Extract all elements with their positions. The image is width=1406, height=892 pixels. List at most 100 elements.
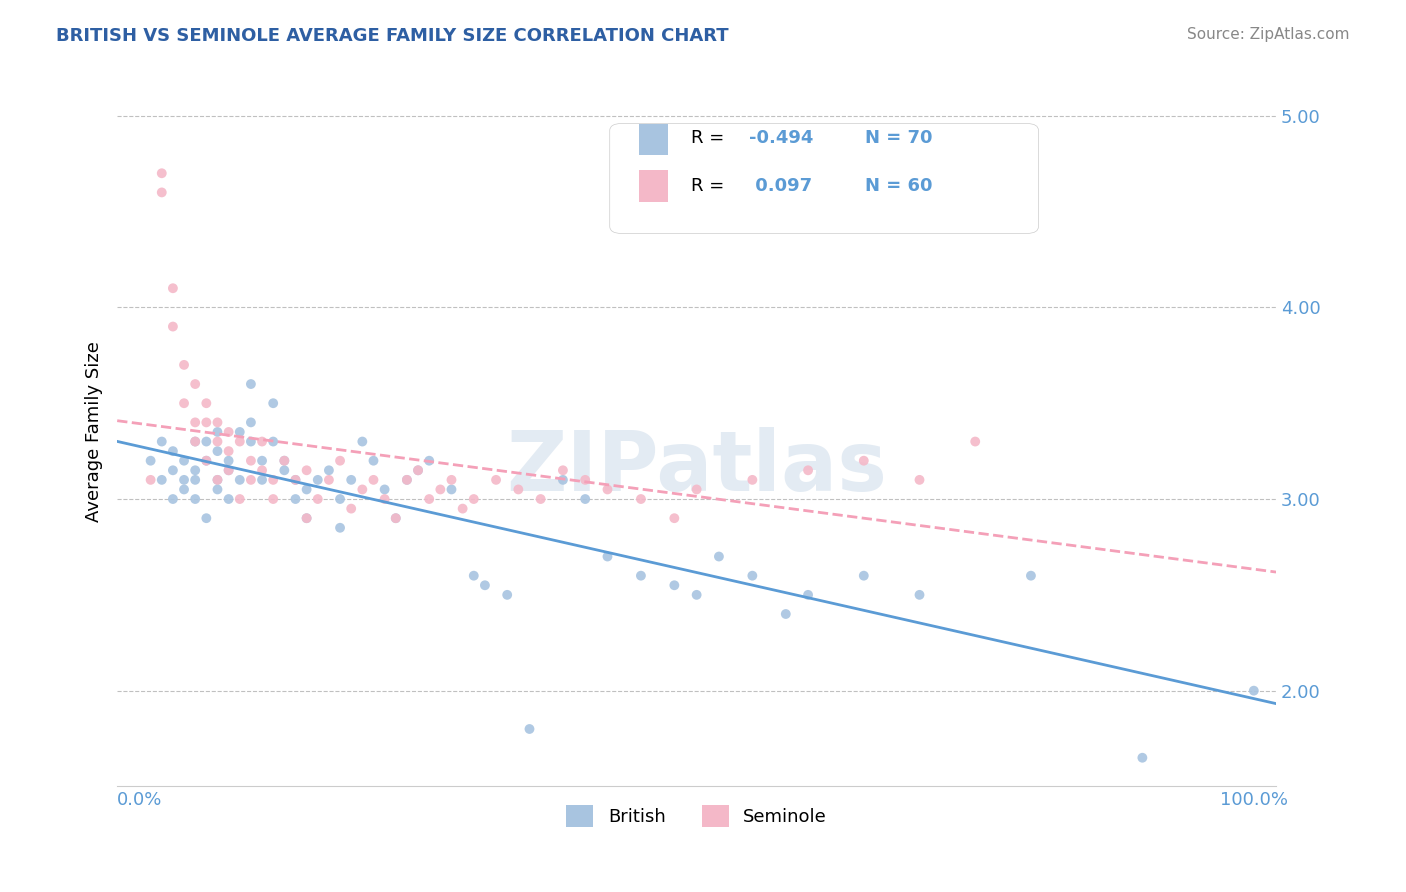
Point [1019, 568, 1042, 582]
Text: Source: ZipAtlas.com: Source: ZipAtlas.com [1187, 27, 1350, 42]
Point [685, 483, 707, 497]
Point [195, 453, 218, 467]
Point [184, 377, 207, 392]
Point [852, 453, 875, 467]
Point [329, 521, 352, 535]
Y-axis label: Average Family Size: Average Family Size [86, 342, 103, 523]
Point [150, 166, 173, 180]
Point [184, 473, 207, 487]
Point [474, 578, 496, 592]
Point [229, 425, 252, 439]
Point [284, 473, 307, 487]
Point [775, 607, 797, 621]
Point [173, 473, 195, 487]
Point [295, 483, 318, 497]
Point [797, 463, 820, 477]
Point [551, 463, 574, 477]
FancyBboxPatch shape [638, 169, 668, 202]
Point [184, 416, 207, 430]
Point [262, 396, 284, 410]
Point [374, 483, 396, 497]
Point [508, 483, 530, 497]
Point [352, 434, 374, 449]
Point [284, 491, 307, 506]
Point [965, 434, 987, 449]
Point [250, 473, 273, 487]
Point [908, 473, 931, 487]
Point [218, 425, 240, 439]
Point [239, 453, 262, 467]
Point [184, 463, 207, 477]
Text: BRITISH VS SEMINOLE AVERAGE FAMILY SIZE CORRELATION CHART: BRITISH VS SEMINOLE AVERAGE FAMILY SIZE … [56, 27, 728, 45]
Point [162, 463, 184, 477]
Point [218, 463, 240, 477]
Point [207, 444, 229, 458]
Point [207, 483, 229, 497]
Point [207, 416, 229, 430]
Point [418, 453, 440, 467]
Point [195, 416, 218, 430]
Point [1130, 750, 1153, 764]
Point [574, 491, 596, 506]
Point [395, 473, 418, 487]
Point [318, 463, 340, 477]
Point [239, 473, 262, 487]
Point [530, 491, 553, 506]
Point [195, 511, 218, 525]
Point [150, 434, 173, 449]
Text: N = 60: N = 60 [865, 177, 932, 195]
Point [284, 473, 307, 487]
Point [630, 568, 652, 582]
Point [250, 463, 273, 477]
Point [250, 434, 273, 449]
Point [184, 491, 207, 506]
Point [664, 578, 686, 592]
FancyBboxPatch shape [610, 123, 1039, 234]
Point [195, 434, 218, 449]
Point [630, 491, 652, 506]
Point [596, 549, 619, 564]
Point [406, 463, 429, 477]
Text: 0.097: 0.097 [749, 177, 811, 195]
Point [551, 473, 574, 487]
Text: R =: R = [690, 128, 730, 146]
Point [173, 453, 195, 467]
Point [239, 434, 262, 449]
Text: N = 70: N = 70 [865, 128, 932, 146]
Point [295, 511, 318, 525]
Point [451, 501, 474, 516]
Point [229, 434, 252, 449]
Point [184, 434, 207, 449]
Point [440, 473, 463, 487]
Point [496, 588, 519, 602]
Point [463, 568, 485, 582]
Point [318, 473, 340, 487]
Point [162, 444, 184, 458]
Point [250, 453, 273, 467]
Point [239, 377, 262, 392]
Point [908, 588, 931, 602]
Point [664, 511, 686, 525]
Point [363, 453, 385, 467]
Point [741, 568, 763, 582]
Point [195, 453, 218, 467]
Point [173, 358, 195, 372]
Text: R =: R = [690, 177, 730, 195]
Point [429, 483, 451, 497]
Point [207, 473, 229, 487]
Point [229, 491, 252, 506]
Point [340, 473, 363, 487]
Point [218, 463, 240, 477]
Point [307, 473, 329, 487]
Point [519, 722, 541, 736]
Point [463, 491, 485, 506]
Point [273, 463, 295, 477]
Point [229, 473, 252, 487]
Point [184, 434, 207, 449]
Point [384, 511, 406, 525]
Point [485, 473, 508, 487]
Point [329, 491, 352, 506]
Point [406, 463, 429, 477]
Point [685, 588, 707, 602]
Point [440, 483, 463, 497]
